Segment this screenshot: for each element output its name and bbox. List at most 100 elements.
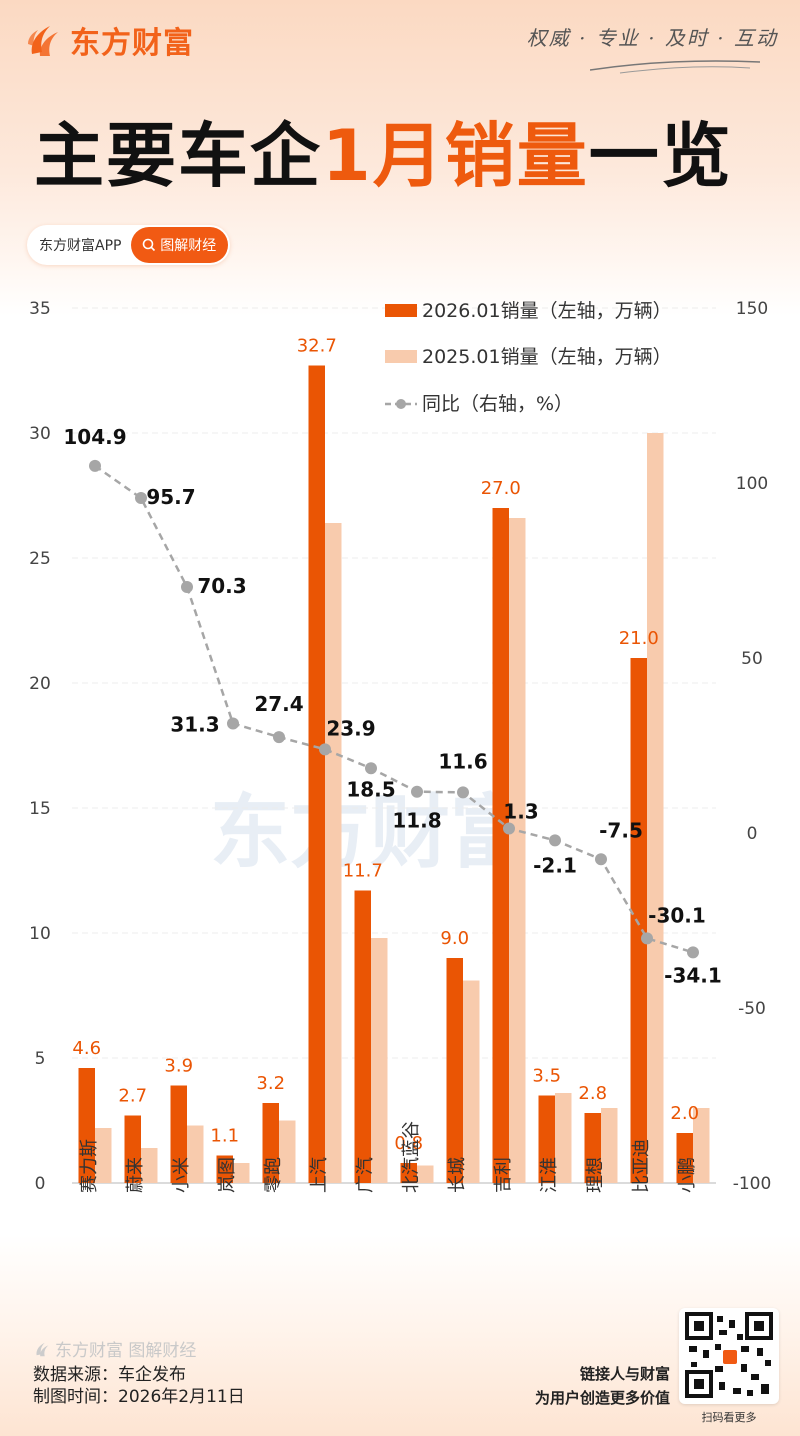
bar-2025 [463,980,480,1183]
footer-source: 数据来源：车企发布 制图时间：2026年2月11日 [33,1364,245,1408]
bar-value-label: 3.9 [164,1056,193,1077]
bar-2026 [400,1163,417,1183]
slogan: 权威 · 专业 · 及时 · 互动 [526,26,778,50]
yoy-point [595,853,607,866]
left-axis-tick: 10 [29,924,51,944]
yoy-value-label: 23.9 [326,716,375,740]
category-label: 岚图 [217,1157,238,1193]
bar-2026 [538,1095,555,1183]
category-label: 小鹏 [677,1157,698,1193]
right-axis-tick: 150 [736,299,768,319]
yoy-value-label: 11.6 [438,749,487,773]
bar-2026 [78,1068,95,1183]
yoy-point [549,834,561,847]
watermark: 东方财富 [210,786,530,879]
yoy-value-label: 11.8 [392,809,441,833]
bar-2025 [95,1128,112,1183]
decorative-swoosh [590,60,760,74]
bar-2025 [509,518,526,1183]
yoy-point [365,762,377,775]
bar-2025 [417,1165,434,1183]
bar-value-label: 0.8 [394,1133,423,1154]
category-label: 长城 [447,1157,468,1193]
bar-value-label: 2.0 [670,1103,699,1124]
app-search-pill[interactable]: 东方财富APP 图解财经 [27,225,230,265]
category-label: 上汽 [309,1157,330,1193]
yoy-point [687,946,699,959]
bar-value-label: 21.0 [619,628,659,649]
bar-value-label: 1.1 [210,1126,239,1147]
bar-value-label: 2.8 [578,1083,607,1104]
sales-chart: 东方财富 0 5 10 15 20 25 30 35 -100 -50 0 50 100 150 4.6 赛力斯… [29,299,772,1194]
yoy-value-label: 1.3 [503,799,538,823]
bar-2025 [187,1125,204,1183]
legend-swatch-2026 [385,304,417,317]
yoy-point [319,743,331,756]
right-axis-tick: -100 [733,1174,772,1194]
left-axis-tick: 35 [29,299,51,319]
left-axis-tick: 0 [35,1174,46,1194]
left-axis-tick: 30 [29,424,51,444]
yoy-point [411,785,423,798]
legend-dot-icon [396,399,406,409]
yoy-line [94,464,694,954]
bar-2026 [676,1133,693,1183]
footer-brand: 东方财富 图解财经 [33,1336,196,1361]
bar-2026 [584,1113,601,1183]
bar-2026 [216,1155,233,1183]
footer-tagline: 链接人与财富 为用户创造更多价值 [534,1365,670,1407]
yoy-point [89,459,101,472]
yoy-point [181,580,193,593]
yoy-value-label: 18.5 [346,777,395,801]
yoy-value-label: -30.1 [648,903,706,927]
category-label: 吉利 [493,1157,514,1193]
legend-swatch-2025 [385,350,417,363]
yoy-point [641,932,653,945]
bar-2026 [492,508,509,1183]
yoy-value-label: 95.7 [146,485,195,509]
qr-code-icon [685,1312,773,1398]
bar-2025 [279,1120,296,1183]
bar-2025 [693,1108,710,1183]
legend-label: 2025.01销量（左轴，万辆） [422,346,672,368]
bar-2026 [308,365,325,1183]
right-axis-tick: 100 [736,474,768,494]
bar-2025 [371,938,388,1183]
left-axis-tick: 15 [29,799,51,819]
category-label: 北汽蓝谷 [401,1121,422,1193]
chart-date: 制图时间：2026年2月11日 [33,1387,245,1407]
yoy-point [457,786,469,799]
category-label: 小米 [171,1157,192,1193]
brand-logo: 东方财富 [24,18,194,62]
legend-label: 2026.01销量（左轴，万辆） [422,300,672,322]
page-title: 主要车企1月销量一览 [34,115,733,197]
yoy-point [135,492,147,505]
yoy-point [273,731,285,744]
bar-value-label: 3.2 [256,1073,285,1094]
yoy-value-label: 104.9 [63,425,126,449]
right-axis-tick: 50 [741,649,763,669]
category-label: 赛力斯 [79,1139,100,1193]
right-axis-tick: -50 [738,999,766,1019]
bar-2026 [446,958,463,1183]
app-name: 东方财富APP [39,238,122,254]
right-axis-tick: 0 [747,824,758,844]
left-axis-tick: 25 [29,549,51,569]
bar-2026 [262,1103,279,1183]
search-icon [142,238,156,252]
bar-value-label: 11.7 [343,861,383,882]
data-source: 数据来源：车企发布 [33,1365,186,1385]
yoy-value-label: -7.5 [599,818,643,842]
yoy-point [503,822,515,835]
category-label: 广汽 [355,1157,376,1193]
bar-value-label: 9.0 [440,928,469,949]
legend-label: 同比（右轴，%） [422,393,573,415]
qr-caption: 扫码看更多 [701,1411,757,1424]
bar-2026 [170,1085,187,1183]
bar-2025 [325,523,342,1183]
flame-logo-icon [36,1342,49,1356]
search-button[interactable]: 图解财经 [130,227,228,263]
bar-value-label: 3.5 [532,1066,561,1087]
qr-code[interactable] [679,1308,779,1404]
flame-logo-icon [28,26,58,56]
